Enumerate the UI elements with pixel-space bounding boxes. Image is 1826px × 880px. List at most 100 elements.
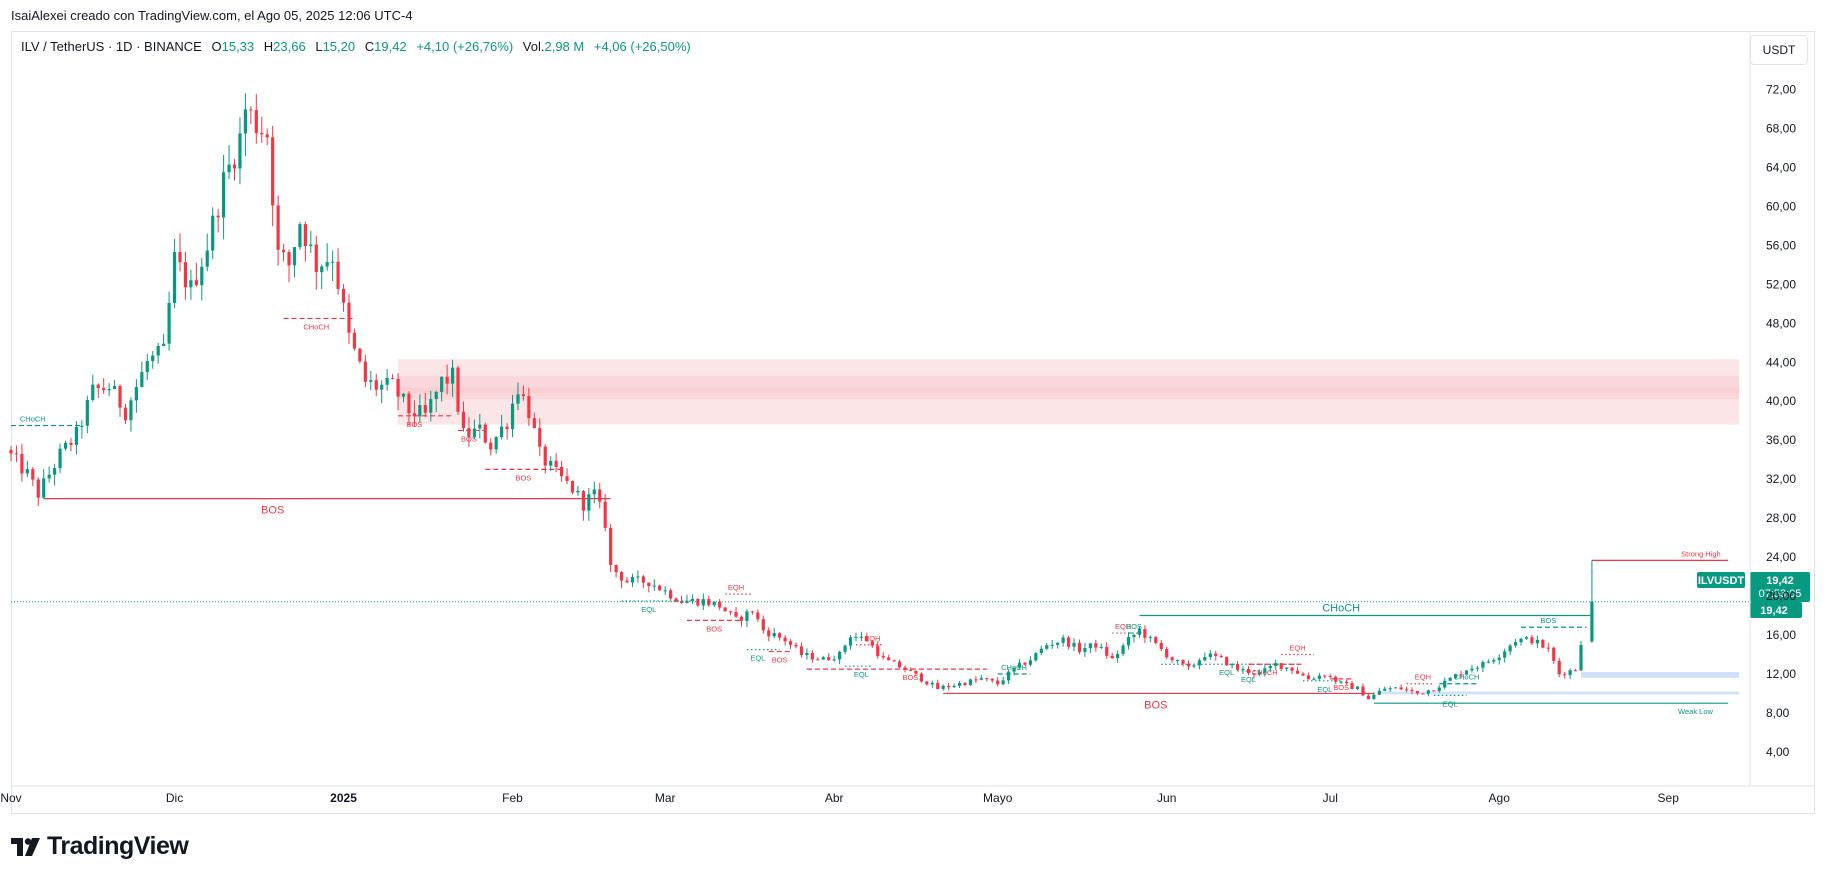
candle-body: [53, 468, 57, 475]
candle-body: [483, 424, 487, 443]
candle-body: [974, 679, 978, 681]
candle-body: [1350, 683, 1354, 690]
candle-body: [1372, 694, 1376, 700]
candle-body: [783, 637, 787, 642]
candle-body: [222, 172, 226, 218]
candle-body: [1197, 660, 1202, 666]
candle-body: [254, 110, 258, 134]
level-label: CHoCH: [20, 415, 46, 424]
candle-body: [1306, 675, 1311, 680]
candle-body: [1552, 647, 1556, 661]
candle-body: [1426, 690, 1430, 694]
level-label: EQH: [1115, 622, 1131, 631]
y-tick-label: 24,00: [1766, 550, 1796, 564]
candle-body: [712, 601, 716, 606]
candle-body: [843, 645, 847, 652]
candle-body: [968, 679, 973, 686]
candle-body: [1235, 664, 1240, 670]
candle-body: [320, 266, 324, 273]
candle-body: [129, 400, 133, 421]
candle-body: [401, 393, 406, 397]
candle-body: [532, 418, 536, 428]
x-tick-label: Sep: [1658, 791, 1680, 805]
levels-layer: BOS BOS CHoCH Strong High Weak Low CHoCH CHoCH…: [11, 317, 1729, 716]
supply-zone: [398, 387, 1740, 394]
candle-body: [827, 657, 831, 661]
candle-body: [69, 442, 73, 445]
x-tick-label: Jun: [1157, 791, 1176, 805]
candle-body: [1017, 662, 1022, 668]
candle-body: [380, 384, 384, 390]
candle-body: [63, 442, 68, 449]
candle-body: [609, 527, 613, 565]
candle-body: [260, 133, 264, 135]
high-value: 23,66: [273, 39, 306, 54]
level-label: BOS: [903, 673, 919, 682]
candle-body: [505, 426, 509, 430]
candle-body: [1470, 668, 1474, 671]
level-label: EQL: [750, 654, 765, 663]
candle-body: [1366, 695, 1371, 700]
candle-body: [172, 251, 177, 303]
candle-body: [865, 636, 869, 642]
low-label: L: [315, 39, 323, 54]
candle-body: [538, 427, 542, 447]
candle-body: [848, 637, 853, 646]
candle-body: [979, 678, 983, 680]
candle-body: [658, 585, 662, 591]
candle-body: [1497, 657, 1501, 661]
candle-body: [347, 302, 351, 333]
candle-body: [1443, 680, 1447, 688]
level-label: BOS: [772, 656, 788, 665]
candle-body: [1214, 653, 1218, 656]
candle-body: [625, 580, 629, 583]
candle-body: [178, 251, 182, 263]
candle-body: [287, 252, 291, 266]
candle-body: [799, 646, 804, 655]
candle-body: [341, 288, 346, 303]
candle-body: [1263, 668, 1267, 673]
candle-body: [1541, 639, 1545, 648]
candle-body: [870, 641, 874, 646]
candle-body: [1339, 681, 1343, 683]
candle-body: [1404, 689, 1409, 691]
candle-body: [756, 612, 760, 620]
close-label: C: [364, 39, 375, 54]
candle-body: [167, 302, 171, 344]
candle-body: [271, 137, 275, 206]
candle-body: [1579, 644, 1583, 671]
candle-body: [1105, 646, 1109, 656]
candle-body: [1437, 687, 1441, 692]
level-label: EQH: [1415, 673, 1431, 682]
candle-body: [947, 685, 951, 688]
candle-body: [707, 599, 711, 606]
candle-body: [1001, 680, 1005, 685]
candle-body: [450, 367, 455, 384]
y-tick-label: 40,00: [1766, 394, 1796, 408]
candle-body: [118, 386, 122, 408]
candle-body: [723, 607, 727, 612]
candle-body: [374, 380, 378, 390]
chart-frame: [11, 31, 1815, 814]
candle-body: [1012, 667, 1016, 672]
candle-body: [1279, 663, 1283, 669]
tradingview-logo[interactable]: TradingView: [11, 832, 189, 861]
level-label: CHoCH: [1001, 663, 1027, 672]
x-tick-label: Mar: [655, 791, 676, 805]
candle-body: [1154, 636, 1158, 643]
volume-label: Vol.: [522, 39, 545, 54]
zones-layer: [398, 359, 1740, 695]
candle-body: [1219, 655, 1223, 657]
candle-body: [1459, 674, 1463, 676]
currency-button[interactable]: USDT: [1750, 35, 1808, 65]
symbol-name[interactable]: ILV / TetherUS · 1D · BINANCE: [21, 39, 202, 54]
candle-body: [200, 266, 204, 286]
candle-body: [794, 644, 798, 647]
candle-body: [1432, 690, 1436, 692]
candle-body: [183, 262, 188, 288]
candle-body: [614, 564, 618, 573]
candle-body: [162, 343, 166, 346]
candle-body: [1492, 660, 1496, 662]
